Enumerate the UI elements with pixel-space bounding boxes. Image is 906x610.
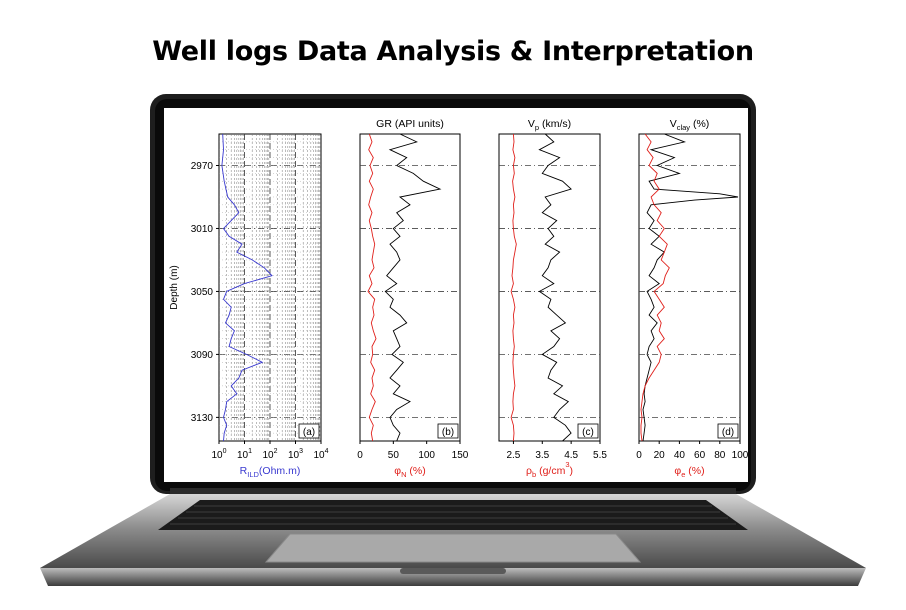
series-line-panel1 — [221, 133, 273, 442]
panel-label: (b) — [442, 427, 454, 438]
x-tick-label: 80 — [714, 450, 726, 461]
x-axis-label: RILD(Ohm.m) — [240, 465, 301, 479]
panel-label-box — [298, 423, 320, 439]
tick-exp: 2 — [274, 448, 278, 455]
y-tick-label: 3010 — [191, 224, 214, 235]
panel-label: (a) — [303, 427, 315, 438]
trackpad — [264, 533, 642, 563]
panel-title: Vclay (%) — [670, 118, 710, 132]
x-tick-label: 50 — [388, 450, 400, 461]
x-axis-label-part: ILD — [247, 470, 259, 479]
keyboard — [158, 500, 748, 530]
page-title: Well logs Data Analysis & Interpretation — [152, 36, 754, 67]
x-tick-label: 100 — [418, 450, 435, 461]
x-tick-label: 4.5 — [564, 450, 578, 461]
x-axis-label-part: b — [532, 470, 536, 479]
panel-label-box — [717, 423, 739, 439]
x-axis-label-part: φ — [394, 465, 401, 477]
x-tick-label: 5.5 — [593, 450, 607, 461]
series-line-GR — [384, 133, 442, 442]
tick-exp: 0 — [223, 448, 227, 455]
panel-title-part: V — [670, 118, 677, 130]
x-axis-label-part: ρ — [526, 465, 532, 477]
panel-title: Vp (km/s) — [528, 118, 571, 132]
well-log-figure: (a)100 101 102 103 104RILD(Ohm.m)29703010305… — [169, 118, 748, 479]
x-axis-label: φN (%) — [394, 465, 425, 479]
panel-title-part: clay — [677, 123, 691, 132]
x-tick-label: 150 — [452, 450, 469, 461]
series-line-φN — [367, 133, 377, 442]
y-axis-label: Depth (m) — [169, 265, 180, 309]
y-tick-label: 3050 — [191, 287, 214, 298]
panel-title: GR (API units) — [376, 118, 444, 130]
x-axis-label-part: (g/cm — [536, 465, 565, 477]
tick-base: 10 — [237, 450, 249, 461]
panel-title-part: GR (API units) — [376, 118, 444, 130]
x-axis-label-part: R — [240, 465, 248, 477]
x-tick-label: 100 — [732, 450, 748, 461]
x-tick-label: 104 — [313, 448, 328, 461]
tick-exp: 3 — [299, 448, 303, 455]
x-tick-label: 103 — [288, 448, 303, 461]
x-axis-label-part: (%) — [685, 465, 704, 477]
panel-label: (c) — [582, 427, 594, 438]
series-line-Vclay — [642, 133, 739, 442]
panel-frame-2 — [359, 133, 461, 442]
panel-title-part: (km/s) — [539, 118, 571, 130]
hinge — [170, 488, 736, 496]
panel-label-box — [437, 423, 459, 439]
panel-frame-3 — [498, 133, 601, 442]
x-tick-label: 100 — [211, 448, 226, 461]
panel-title-part: p — [535, 123, 539, 132]
x-tick-label: 40 — [674, 450, 686, 461]
x-axis-label: ρb (g/cm3) — [526, 460, 573, 479]
x-tick-label: 102 — [262, 448, 277, 461]
tick-exp: 1 — [248, 448, 252, 455]
x-tick-label: 2.5 — [506, 450, 520, 461]
x-tick-label: 20 — [654, 450, 666, 461]
x-tick-label: 0 — [636, 450, 642, 461]
tick-exp: 4 — [325, 448, 329, 455]
tick-base: 10 — [211, 450, 223, 461]
x-axis-label-part: 3 — [565, 460, 569, 469]
y-tick-label: 3090 — [191, 350, 214, 361]
x-tick-label: 60 — [694, 450, 706, 461]
tick-base: 10 — [313, 450, 325, 461]
x-tick-label: 101 — [237, 448, 252, 461]
panel-label-box — [577, 423, 599, 439]
panel-label: (d) — [722, 427, 734, 438]
x-axis-label-part: ) — [570, 465, 574, 477]
series-line-φe — [640, 133, 670, 442]
series-line-Vp — [538, 133, 572, 442]
laptop-screen — [164, 108, 748, 482]
x-axis-label-part: N — [401, 470, 406, 479]
panel-title-part: V — [528, 118, 535, 130]
laptop-notch — [400, 568, 506, 574]
x-tick-label: 3.5 — [535, 450, 549, 461]
y-tick-label: 2970 — [191, 161, 214, 172]
x-tick-label: 0 — [357, 450, 363, 461]
x-axis-label-part: (%) — [406, 465, 425, 477]
x-axis-label-part: φ — [674, 465, 681, 477]
tick-base: 10 — [288, 450, 300, 461]
tick-base: 10 — [262, 450, 274, 461]
x-axis-label-part: e — [681, 470, 685, 479]
x-axis-label-part: (Ohm.m) — [259, 465, 300, 477]
panel-frame-4 — [638, 133, 741, 442]
y-tick-label: 3130 — [191, 413, 214, 424]
series-line-ρb — [510, 133, 517, 442]
laptop-front-lip — [40, 568, 866, 586]
panel-title-part: (%) — [690, 118, 709, 130]
x-axis-label: φe (%) — [674, 465, 704, 479]
